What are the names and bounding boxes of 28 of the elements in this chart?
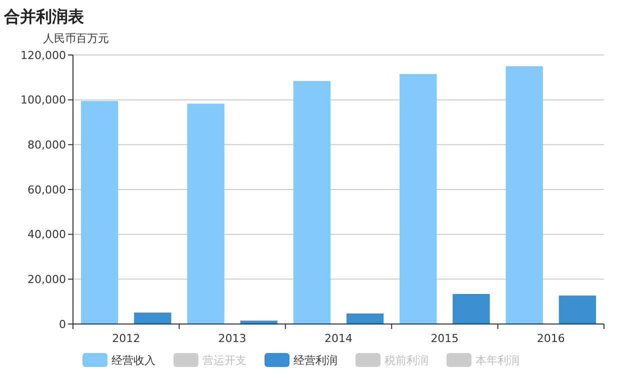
legend-label: 经营收入 bbox=[112, 354, 156, 367]
y-tick-label: 0 bbox=[59, 318, 66, 331]
legend-label: 本年利润 bbox=[476, 354, 520, 367]
x-tick-label: 2016 bbox=[536, 332, 565, 345]
bar bbox=[558, 296, 596, 324]
bar bbox=[134, 312, 172, 324]
y-tick-label: 40,000 bbox=[28, 228, 66, 242]
y-tick-label: 60,000 bbox=[28, 183, 66, 196]
x-tick-label: 2015 bbox=[430, 332, 459, 345]
bar bbox=[506, 66, 543, 324]
bar bbox=[452, 294, 490, 324]
bar bbox=[187, 104, 224, 324]
y-axis-title: 人民币百万元 bbox=[43, 32, 109, 45]
bar bbox=[80, 100, 118, 324]
y-tick-label: 20,000 bbox=[28, 273, 66, 286]
legend-label: 经营利润 bbox=[294, 354, 338, 367]
x-tick-label: 2012 bbox=[112, 332, 140, 345]
bar bbox=[293, 81, 331, 324]
y-tick-label: 120,000 bbox=[20, 48, 66, 62]
y-tick-label: 80,000 bbox=[28, 138, 66, 152]
legend-label: 税前利润 bbox=[384, 354, 428, 367]
legend-label: 营运开支 bbox=[202, 354, 246, 367]
y-tick-label: 100,000 bbox=[20, 94, 66, 107]
bar bbox=[346, 313, 384, 324]
bar bbox=[400, 74, 437, 324]
x-tick-label: 2014 bbox=[324, 332, 352, 345]
chart-title: 合并利润表 bbox=[3, 7, 85, 26]
x-tick-label: 2013 bbox=[218, 332, 246, 345]
